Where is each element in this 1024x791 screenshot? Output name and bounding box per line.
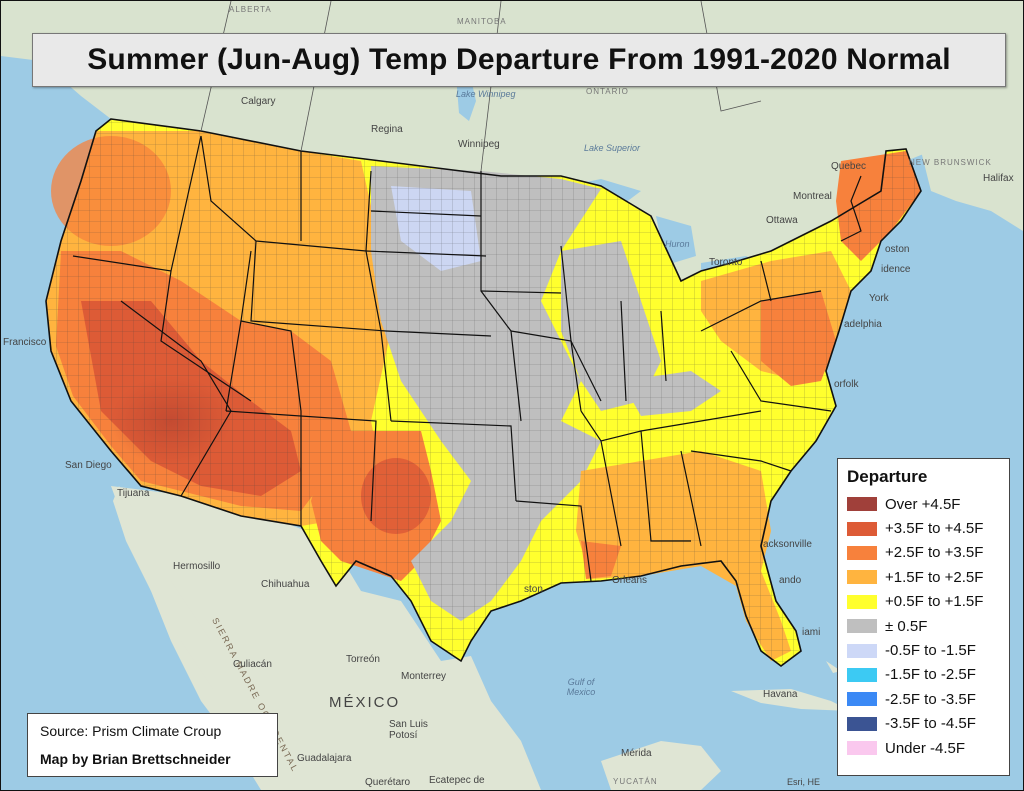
legend-swatch: [847, 570, 877, 585]
label-montreal: Montreal: [793, 191, 832, 202]
label-boston: oston: [885, 244, 910, 255]
legend: Departure Over +4.5F +3.5F to +4.5F +2.5F …: [837, 458, 1010, 776]
label-chihuahua: Chihuahua: [261, 579, 310, 590]
legend-label: -2.5F to -3.5F: [885, 690, 976, 708]
label-san-francisco: Francisco: [3, 337, 47, 348]
legend-item: +3.5F to +4.5F: [838, 516, 1009, 540]
legend-label: -1.5F to -2.5F: [885, 666, 976, 684]
label-san-diego: San Diego: [65, 460, 112, 471]
label-winnipeg: Winnipeg: [458, 139, 500, 150]
source-text: Source: Prism Climate Croup: [40, 723, 222, 739]
title-box: Summer (Jun-Aug) Temp Departure From 199…: [32, 33, 1006, 87]
label-ottawa: Ottawa: [766, 215, 798, 226]
label-monterrey: Monterrey: [401, 671, 447, 682]
legend-label: +1.5F to +2.5F: [885, 568, 984, 586]
label-providence: idence: [881, 264, 911, 275]
label-halifax: Halifax: [983, 173, 1014, 184]
label-new-brunswick: NEW BRUNSWICK: [909, 158, 992, 167]
legend-item: -0.5F to -1.5F: [838, 638, 1009, 662]
map-title: Summer (Jun-Aug) Temp Departure From 199…: [87, 43, 951, 76]
label-toronto: Toronto: [709, 257, 743, 268]
label-culiacan: Culiacán: [233, 659, 272, 670]
label-mexico: MÉXICO: [329, 694, 401, 711]
label-guadalajara: Guadalajara: [297, 753, 352, 764]
legend-rows: Over +4.5F +3.5F to +4.5F +2.5F to +3.5F +1…: [838, 492, 1009, 760]
legend-item: ± 0.5F: [838, 614, 1009, 638]
legend-item: -3.5F to -4.5F: [838, 712, 1009, 736]
legend-swatch: [847, 692, 877, 707]
label-tijuana: Tijuana: [117, 488, 150, 499]
legend-swatch: [847, 667, 877, 682]
state-boundaries: [45, 118, 922, 667]
credits-box: Source: Prism Climate Croup Map by Brian…: [27, 713, 278, 777]
label-hermosillo: Hermosillo: [173, 561, 221, 572]
legend-title: Departure: [847, 467, 928, 486]
label-lake-huron: Huron: [665, 239, 690, 249]
label-havana: Havana: [763, 689, 798, 700]
label-manitoba: MANITOBA: [457, 17, 507, 26]
legend-swatch: [847, 497, 877, 512]
legend-label: +3.5F to +4.5F: [885, 520, 984, 538]
label-philadelphia: adelphia: [844, 319, 882, 330]
label-quebec: Quebec: [831, 161, 867, 172]
legend-swatch: [847, 716, 877, 731]
label-ontario: ONTARIO: [586, 87, 629, 96]
label-alberta: ALBERTA: [229, 5, 272, 14]
author-text: Map by Brian Brettschneider: [40, 751, 231, 767]
label-calgary: Calgary: [241, 96, 276, 107]
legend-item: -2.5F to -3.5F: [838, 687, 1009, 711]
label-orlando: ando: [779, 575, 802, 586]
legend-label: Under -4.5F: [885, 739, 966, 757]
legend-item: Under -4.5F: [838, 736, 1009, 760]
label-yucatan: YUCATÁN: [613, 777, 658, 786]
label-lake-superior: Lake Superior: [584, 143, 641, 153]
baja: [113, 486, 229, 691]
legend-swatch: [847, 594, 877, 609]
label-san-luis-potosi: San Luis Potosí: [389, 719, 428, 741]
label-jacksonville: acksonville: [763, 539, 812, 550]
legend-item: +2.5F to +3.5F: [838, 541, 1009, 565]
label-new-york: York: [869, 293, 889, 304]
legend-label: +2.5F to +3.5F: [885, 544, 984, 562]
label-ecatepec: Ecatepec de: [429, 775, 485, 786]
maritimes: [921, 141, 1023, 231]
legend-label: +0.5F to +1.5F: [885, 593, 984, 611]
label-miami: iami: [802, 627, 821, 638]
label-lake-winnipeg: Lake Winnipeg: [456, 89, 516, 99]
legend-label: -0.5F to -1.5F: [885, 642, 976, 660]
legend-swatch: [847, 619, 877, 634]
lake-huron: [656, 216, 696, 263]
legend-swatch: [847, 521, 877, 536]
legend-item: -1.5F to -2.5F: [838, 663, 1009, 687]
legend-swatch: [847, 741, 877, 756]
lake-winnipeg: [456, 76, 476, 121]
yucatan: [601, 741, 721, 790]
label-queretaro: Querétaro: [365, 777, 411, 788]
cuba: [731, 689, 851, 711]
legend-item: +0.5F to +1.5F: [838, 590, 1009, 614]
legend-swatch: [847, 643, 877, 658]
label-gulf-of-mexico: Gulf of Mexico: [566, 677, 596, 697]
label-merida: Mérida: [621, 748, 652, 759]
label-norfolk: orfolk: [834, 379, 859, 390]
label-houston: ston: [524, 584, 543, 595]
legend-label: -3.5F to -4.5F: [885, 715, 976, 733]
legend-label: Over +4.5F: [885, 495, 961, 513]
legend-item: +1.5F to +2.5F: [838, 565, 1009, 589]
label-torreon: Torreón: [346, 654, 380, 665]
label-regina: Regina: [371, 124, 403, 135]
legend-item: Over +4.5F: [838, 492, 1009, 516]
county-grid: [46, 119, 921, 666]
label-esri: Esri, HE: [787, 777, 821, 787]
legend-swatch: [847, 545, 877, 560]
label-new-orleans: Orleans: [612, 575, 648, 586]
legend-label: ± 0.5F: [885, 617, 928, 635]
